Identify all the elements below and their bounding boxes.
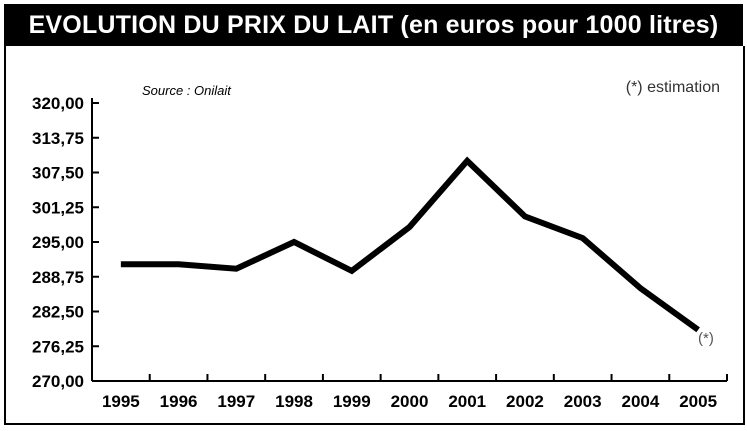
estimation-note: (*) estimation (626, 79, 720, 96)
x-tick-label: 1996 (160, 392, 198, 411)
y-tick-label: 276,25 (32, 337, 84, 356)
x-tick-label: 2003 (564, 392, 602, 411)
x-tick-label: 2002 (506, 392, 544, 411)
y-tick-label: 270,00 (32, 372, 84, 391)
y-tick-label: 282,50 (32, 303, 84, 322)
x-tick-label: 2001 (448, 392, 486, 411)
x-tick-label: 1995 (102, 392, 140, 411)
chart-frame (4, 46, 745, 425)
x-tick-label: 2000 (391, 392, 429, 411)
price-line (120, 156, 700, 333)
y-tick-label: 313,75 (32, 129, 84, 148)
chart-title: EVOLUTION DU PRIX DU LAIT (en euros pour… (4, 4, 743, 46)
source-label: Source : Onilait (142, 83, 232, 98)
y-tick-label: 295,00 (32, 233, 84, 252)
x-tick-label: 1997 (217, 392, 255, 411)
x-tick-label: 1998 (275, 392, 313, 411)
estimation-marker: (*) (698, 330, 714, 347)
x-tick-label: 2004 (621, 392, 659, 411)
y-tick-label: 320,00 (32, 94, 84, 113)
y-tick-label: 301,25 (32, 198, 84, 217)
x-tick-label: 1999 (333, 392, 371, 411)
y-tick-label: 288,75 (32, 268, 84, 287)
x-tick-label: 2005 (679, 392, 717, 411)
y-tick-label: 307,50 (32, 164, 84, 183)
